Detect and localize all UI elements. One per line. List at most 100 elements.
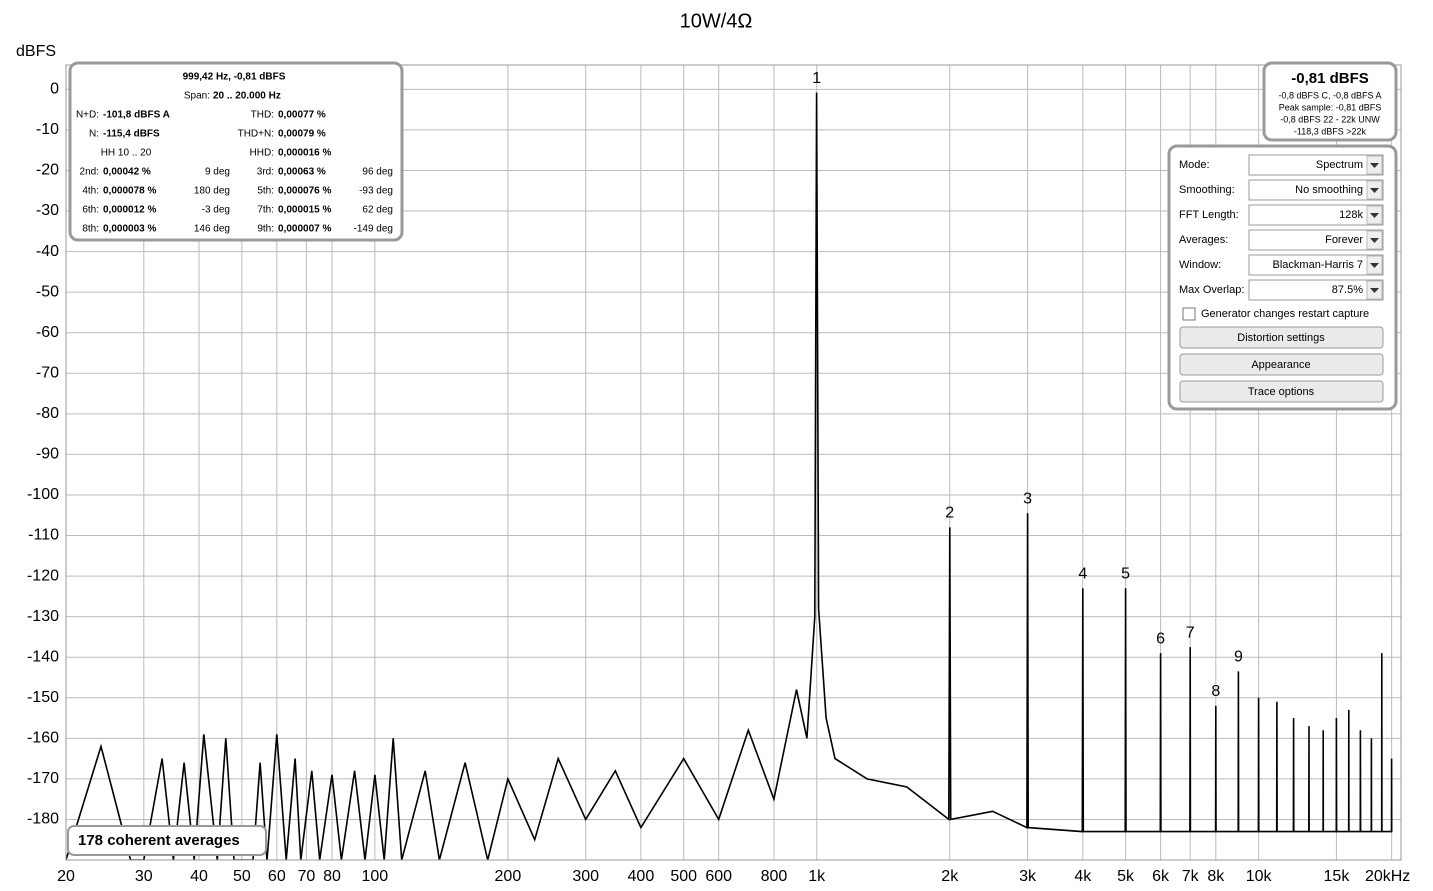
combobox-box (1248, 154, 1384, 176)
info-value: -115,4 dBFS (103, 129, 160, 140)
y-tick-label: -70 (36, 364, 59, 381)
harmonic-value: 0,000015 % (278, 205, 331, 216)
combobox-arrow (1370, 188, 1379, 193)
level-line: -0,8 dBFS C, -0,8 dBFS A (1278, 90, 1381, 100)
combobox-arrow (1370, 263, 1379, 268)
x-tick-label: 800 (761, 868, 788, 885)
combobox-value: No smoothing (1295, 184, 1363, 196)
harmonic-label: 8th: (82, 224, 99, 235)
y-tick-label: -130 (27, 608, 59, 625)
x-tick-label: 300 (572, 868, 599, 885)
harmonic-value: 0,00063 % (278, 167, 326, 178)
peak-label: 3 (1023, 490, 1032, 507)
checkbox[interactable] (1182, 307, 1196, 321)
x-tick-label: 1k (808, 868, 826, 885)
field-label: Smoothing: (1179, 184, 1235, 196)
x-tick-label: 400 (628, 868, 655, 885)
combobox[interactable]: No smoothing (1248, 179, 1384, 201)
combobox-arrow (1370, 163, 1379, 168)
field-label: Mode: (1179, 159, 1210, 171)
combobox[interactable]: Spectrum (1248, 154, 1384, 176)
info-label: THD+N: (238, 129, 274, 140)
harmonic-phase: 146 deg (194, 224, 230, 235)
button[interactable]: Distortion settings (1179, 326, 1384, 349)
combobox-box (1248, 254, 1384, 276)
x-tick-label: 60 (268, 868, 286, 885)
x-tick-label: 3k (1019, 868, 1037, 885)
plot (66, 92, 1393, 860)
button[interactable]: Trace options (1179, 380, 1384, 403)
harmonic-phase: -3 deg (202, 205, 230, 216)
y-tick-label: -90 (36, 446, 59, 463)
combobox[interactable]: 128k (1248, 204, 1384, 226)
info-header: 999,42 Hz, -0,81 dBFS (183, 72, 286, 83)
harmonic-phase: -149 deg (354, 224, 393, 235)
annotations: 1 2 3 4 5 6 7 89 (812, 70, 1243, 700)
x-tick-label: 200 (495, 868, 522, 885)
x-tick-label: 5k (1117, 868, 1135, 885)
x-tick-label: 6k (1152, 868, 1170, 885)
controls-panel: Mode: Spectrum Smoothing: No smoothing FFT L… (1167, 144, 1398, 411)
y-tick-label: -100 (27, 486, 59, 503)
x-tick-label: 500 (670, 868, 697, 885)
checkbox-label: Generator changes restart capture (1201, 308, 1369, 320)
plot-frame (65, 64, 1402, 861)
combobox-arrow (1370, 238, 1379, 243)
x-tick-label: 80 (323, 868, 341, 885)
x-tick-label: 30 (135, 868, 153, 885)
harmonic-value: 0,000076 % (278, 186, 331, 197)
y-tick-label: -110 (28, 527, 59, 544)
harmonic-label: 6th: (82, 205, 99, 216)
combobox-box (1248, 229, 1384, 251)
y-tick-label: 0 (50, 81, 59, 98)
y-tick-label: -60 (36, 324, 59, 341)
combobox-arrow (1370, 213, 1379, 218)
button-label: Appearance (1251, 359, 1310, 371)
level-main: -0,81 dBFS (1291, 70, 1369, 87)
harmonic-value: 0,000007 % (278, 224, 331, 235)
x-tick-label: 20 (57, 868, 75, 885)
status-text: 178 coherent averages (78, 832, 240, 849)
button-label: Trace options (1248, 386, 1315, 398)
harmonic-phase: 180 deg (194, 186, 230, 197)
harmonic-label: 9th: (257, 224, 274, 235)
x-tick-label: 7k (1182, 868, 1200, 885)
x-tick-label: 10k (1246, 868, 1273, 885)
y-tick-label: -120 (27, 567, 59, 584)
combobox[interactable]: 87.5% (1248, 279, 1384, 301)
button[interactable]: Appearance (1179, 353, 1384, 376)
peak-label: 6 (1156, 630, 1165, 647)
peak-label: 8 (1211, 683, 1220, 700)
info-label: HHD: (250, 148, 274, 159)
peak-label: 1 (812, 70, 821, 87)
info-value: 0,00077 % (278, 110, 326, 121)
harmonic-phase: 62 deg (362, 205, 393, 216)
info-value: -101,8 dBFS A (103, 110, 170, 121)
harmonic-label: 5th: (257, 186, 274, 197)
y-tick-label: -50 (36, 283, 59, 300)
combobox[interactable]: Blackman-Harris 7 (1248, 254, 1384, 276)
span-value: 20 .. 20.000 Hz (213, 91, 281, 102)
x-tick-label: 4k (1074, 868, 1092, 885)
harmonic-phase: 96 deg (362, 167, 393, 178)
harmonic-label: 3rd: (257, 167, 274, 178)
x-tick-label: 8k (1207, 868, 1225, 885)
tick-labels: 0 -10 -20 -30 -40 -50 -60 -70 -80 -90 -100 -110 -120… (27, 81, 1410, 886)
y-tick-label: -20 (36, 162, 59, 179)
combobox-arrow (1370, 288, 1379, 293)
combobox[interactable]: Forever (1248, 229, 1384, 251)
span-label: Span: (184, 91, 210, 102)
info-label: THD: (251, 110, 274, 121)
info-label: N: (89, 129, 99, 140)
level-panel: -0,81 dBFS -0,8 dBFS C, -0,8 dBFS A Peak s… (1262, 61, 1398, 142)
harmonic-value: 0,00042 % (103, 167, 151, 178)
combobox-value: Blackman-Harris 7 (1273, 259, 1363, 271)
peak-label: 5 (1121, 565, 1130, 582)
info-panel: 999,42 Hz, -0,81 dBFS Span: 20 .. 20.000 H… (68, 61, 404, 242)
harmonic-label: 7th: (257, 205, 274, 216)
info-value: 0,000016 % (278, 148, 331, 159)
x-tick-label: 15k (1324, 868, 1351, 885)
combobox-value: Spectrum (1316, 159, 1363, 171)
y-tick-label: -10 (36, 121, 59, 138)
y-axis-label: dBFS (16, 43, 56, 60)
